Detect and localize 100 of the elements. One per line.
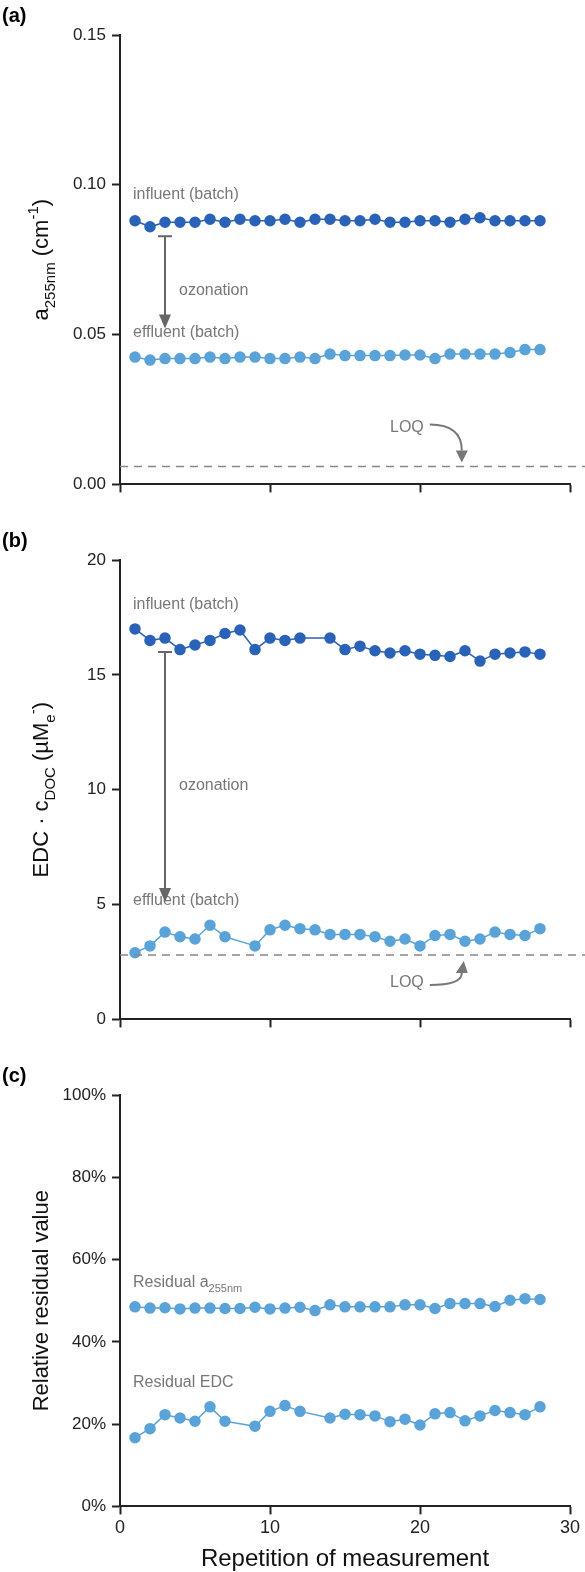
point bbox=[474, 212, 486, 224]
point bbox=[234, 213, 246, 225]
point bbox=[189, 1415, 201, 1427]
y-tick-label: 0.15 bbox=[72, 24, 106, 44]
chart-title: (b) bbox=[2, 529, 28, 551]
point bbox=[279, 213, 291, 225]
y-tick-label: 5 bbox=[96, 894, 106, 914]
point bbox=[309, 213, 321, 225]
x-tick-label: 0 bbox=[114, 1517, 126, 1538]
point bbox=[429, 352, 441, 365]
point bbox=[144, 354, 156, 366]
point bbox=[399, 644, 411, 657]
y-tick-label: 15 bbox=[87, 664, 106, 684]
point bbox=[144, 634, 156, 647]
point bbox=[519, 929, 531, 942]
y-tick-label: 10 bbox=[87, 779, 106, 799]
point bbox=[204, 1302, 216, 1314]
point bbox=[339, 1301, 351, 1313]
point bbox=[249, 351, 261, 363]
point bbox=[339, 349, 351, 362]
point bbox=[219, 1302, 231, 1315]
point bbox=[309, 352, 321, 365]
series-label: influent (batch) bbox=[133, 185, 239, 203]
y-tick-label: 20% bbox=[71, 1413, 106, 1433]
point bbox=[309, 1304, 321, 1317]
y-tick-label: 0.10 bbox=[72, 174, 106, 194]
annotation: ozonation bbox=[179, 281, 249, 299]
y-tick-label: 0.05 bbox=[72, 324, 106, 344]
point bbox=[204, 213, 216, 225]
point bbox=[414, 1419, 426, 1431]
point bbox=[339, 643, 351, 656]
point bbox=[174, 352, 186, 365]
point bbox=[144, 1422, 156, 1435]
point bbox=[219, 627, 231, 640]
point bbox=[489, 648, 501, 660]
point bbox=[204, 634, 216, 647]
x-tick-label: 10 bbox=[259, 1517, 281, 1538]
y-tick-label: 100% bbox=[62, 1084, 106, 1104]
point bbox=[174, 1303, 186, 1315]
point bbox=[474, 933, 486, 945]
point bbox=[534, 1293, 546, 1306]
point bbox=[429, 1408, 441, 1420]
point bbox=[369, 1410, 381, 1422]
point bbox=[264, 1303, 276, 1315]
point bbox=[234, 351, 246, 363]
point bbox=[474, 1297, 486, 1310]
point bbox=[279, 1399, 291, 1412]
point bbox=[324, 348, 336, 360]
point bbox=[414, 940, 426, 952]
point bbox=[444, 216, 456, 228]
point bbox=[534, 215, 546, 227]
point bbox=[219, 1415, 231, 1427]
point bbox=[129, 215, 141, 227]
point bbox=[504, 1406, 516, 1419]
y-tick-label: 60% bbox=[71, 1249, 106, 1269]
point bbox=[174, 216, 186, 228]
point bbox=[519, 343, 531, 356]
point bbox=[294, 1301, 306, 1314]
chart-title: (c) bbox=[2, 1064, 27, 1086]
y-tick-label: 0 bbox=[96, 1009, 106, 1029]
y-axis-title: EDC · cDOC (µMe-) bbox=[24, 701, 58, 878]
point bbox=[159, 632, 171, 644]
series-label: effluent (batch) bbox=[133, 323, 240, 341]
point bbox=[144, 940, 156, 952]
point bbox=[159, 216, 171, 228]
point bbox=[189, 933, 201, 945]
point bbox=[309, 924, 321, 936]
point bbox=[234, 1302, 246, 1315]
chart-title: (a) bbox=[2, 4, 27, 26]
point bbox=[159, 926, 171, 938]
point bbox=[324, 1412, 336, 1424]
point bbox=[264, 215, 276, 227]
point bbox=[399, 349, 411, 361]
point bbox=[384, 1301, 396, 1313]
ref-line-label: LOQ bbox=[390, 418, 424, 436]
point bbox=[294, 922, 306, 935]
annotation: ozonation bbox=[179, 776, 249, 794]
point bbox=[489, 1300, 501, 1313]
point bbox=[279, 919, 291, 931]
point bbox=[264, 632, 276, 644]
x-axis-title: Repetition of measurement bbox=[200, 1544, 490, 1571]
point bbox=[504, 647, 516, 659]
point bbox=[129, 1301, 141, 1313]
point bbox=[519, 646, 531, 658]
point bbox=[414, 648, 426, 660]
point bbox=[384, 647, 396, 659]
point bbox=[369, 349, 381, 362]
y-axis-title: a255nm (cm-1) bbox=[24, 198, 58, 321]
point bbox=[459, 348, 471, 360]
point bbox=[519, 215, 531, 227]
point bbox=[489, 348, 501, 360]
point bbox=[414, 215, 426, 227]
point bbox=[459, 644, 471, 657]
point bbox=[459, 213, 471, 225]
point bbox=[339, 1408, 351, 1420]
point bbox=[444, 928, 456, 941]
point bbox=[234, 624, 246, 636]
point bbox=[369, 644, 381, 657]
point bbox=[279, 1302, 291, 1314]
point bbox=[324, 1299, 336, 1311]
